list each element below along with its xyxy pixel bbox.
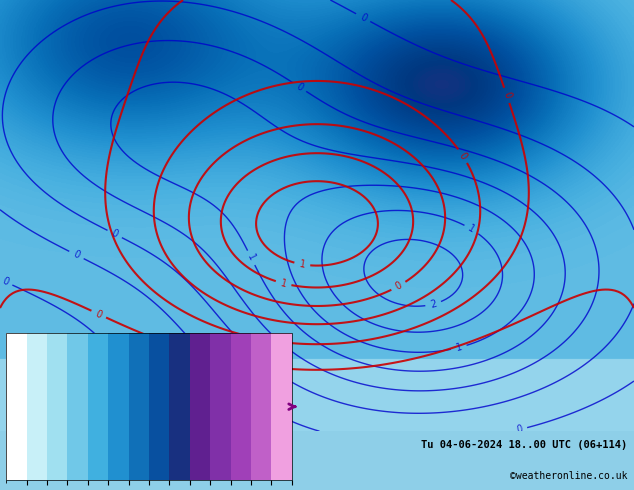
Text: 1: 1 <box>245 253 257 263</box>
Text: 1: 1 <box>280 278 288 289</box>
Text: Tu 04-06-2024 18..00 UTC (06+114): Tu 04-06-2024 18..00 UTC (06+114) <box>422 440 628 450</box>
Text: ©weatheronline.co.uk: ©weatheronline.co.uk <box>510 471 628 481</box>
Text: 0: 0 <box>515 424 524 435</box>
Text: 0: 0 <box>358 12 368 24</box>
Text: 1: 1 <box>299 259 306 270</box>
Text: 0: 0 <box>294 81 305 93</box>
Text: 0: 0 <box>501 91 512 100</box>
Text: 0: 0 <box>0 276 10 288</box>
Text: 1: 1 <box>466 223 477 235</box>
Text: 0: 0 <box>72 249 81 261</box>
Text: 2: 2 <box>429 298 437 310</box>
Text: 0: 0 <box>457 151 469 161</box>
Text: 0: 0 <box>393 280 404 292</box>
Text: 0: 0 <box>94 308 103 320</box>
Text: Precipitation (6h) [mm] ECMWF: Precipitation (6h) [mm] ECMWF <box>6 440 188 450</box>
Text: 0: 0 <box>110 228 120 240</box>
Text: 1: 1 <box>455 342 463 353</box>
